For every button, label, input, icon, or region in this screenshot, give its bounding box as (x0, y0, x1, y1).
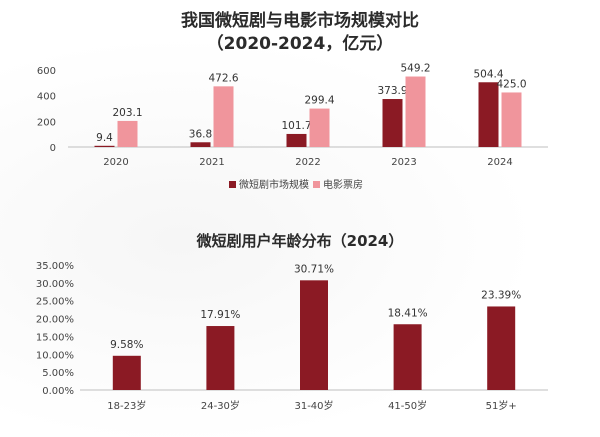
bar-box-office (405, 76, 426, 147)
y-tick-label: 25.00% (36, 297, 74, 308)
bar-box-office (309, 108, 330, 147)
bar-age-share (206, 326, 235, 390)
data-label: 373.9 (377, 85, 407, 97)
market-size-bar-chart: 0 200 400 600 9.4 203.1 2020 36.8 472.6 2021 101.7… (37, 63, 548, 191)
y-tick-label: 30.00% (36, 279, 74, 290)
y-tick-label: 0.00% (42, 386, 74, 397)
x-tick-label: 2024 (487, 157, 512, 168)
x-tick-label: 31-40岁 (294, 399, 333, 412)
x-tick-label: 2020 (103, 157, 128, 168)
data-label: 203.1 (112, 107, 142, 119)
y-tick-label: 5.00% (42, 368, 74, 379)
x-tick-label: 2022 (295, 157, 320, 168)
x-tick-label: 41-50岁 (388, 399, 427, 412)
y-tick-label: 0 (50, 143, 56, 154)
data-label: 9.4 (96, 132, 113, 144)
y-tick-label: 35.00% (36, 261, 74, 272)
legend-swatch (313, 181, 320, 188)
data-label: 549.2 (400, 63, 430, 75)
data-label: 472.6 (208, 72, 238, 84)
data-label: 101.7 (281, 120, 311, 132)
bar-age-share (300, 280, 328, 390)
x-tick-label: 2021 (199, 157, 224, 168)
y-tick-label: 10.00% (36, 350, 74, 361)
chart2-title: 微短剧用户年龄分布（2024） (196, 232, 404, 250)
legend-swatch (229, 181, 236, 188)
bar-microdrama (382, 99, 403, 147)
y-tick-label: 20.00% (36, 315, 74, 326)
bar-age-share (112, 355, 141, 390)
data-label: 17.91% (200, 309, 240, 321)
data-label: 9.58% (110, 339, 143, 351)
data-label: 299.4 (304, 95, 334, 107)
data-label: 425.0 (496, 78, 526, 90)
data-label: 36.8 (189, 128, 212, 140)
bar-box-office (501, 92, 522, 147)
chart1-subtitle: （2020-2024，亿元） (206, 34, 394, 54)
y-tick-label: 200 (37, 117, 56, 128)
x-tick-label: 18-23岁 (107, 399, 146, 412)
y-tick-label: 600 (37, 66, 56, 77)
data-label: 30.71% (294, 263, 334, 275)
bar-age-share (393, 324, 422, 390)
x-tick-label: 24-30岁 (201, 399, 240, 412)
y-tick-label: 15.00% (36, 332, 74, 343)
bar-microdrama (94, 145, 115, 147)
y-tick-label: 400 (37, 92, 56, 103)
bar-microdrama (478, 82, 499, 147)
legend-label: 电影票房 (323, 178, 363, 191)
x-tick-label: 2023 (391, 157, 416, 168)
data-label: 18.41% (388, 307, 428, 319)
bar-microdrama (190, 142, 211, 147)
bar-age-share (487, 306, 516, 390)
legend-label: 微短剧市场规模 (239, 178, 309, 191)
x-tick-label: 51岁+ (486, 399, 517, 412)
bar-box-office (213, 86, 234, 147)
data-label: 504.4 (473, 68, 503, 80)
chart1-title: 我国微短剧与电影市场规模对比 (181, 11, 419, 31)
data-label: 23.39% (481, 289, 521, 301)
bar-microdrama (286, 133, 307, 147)
bar-box-office (117, 120, 138, 147)
